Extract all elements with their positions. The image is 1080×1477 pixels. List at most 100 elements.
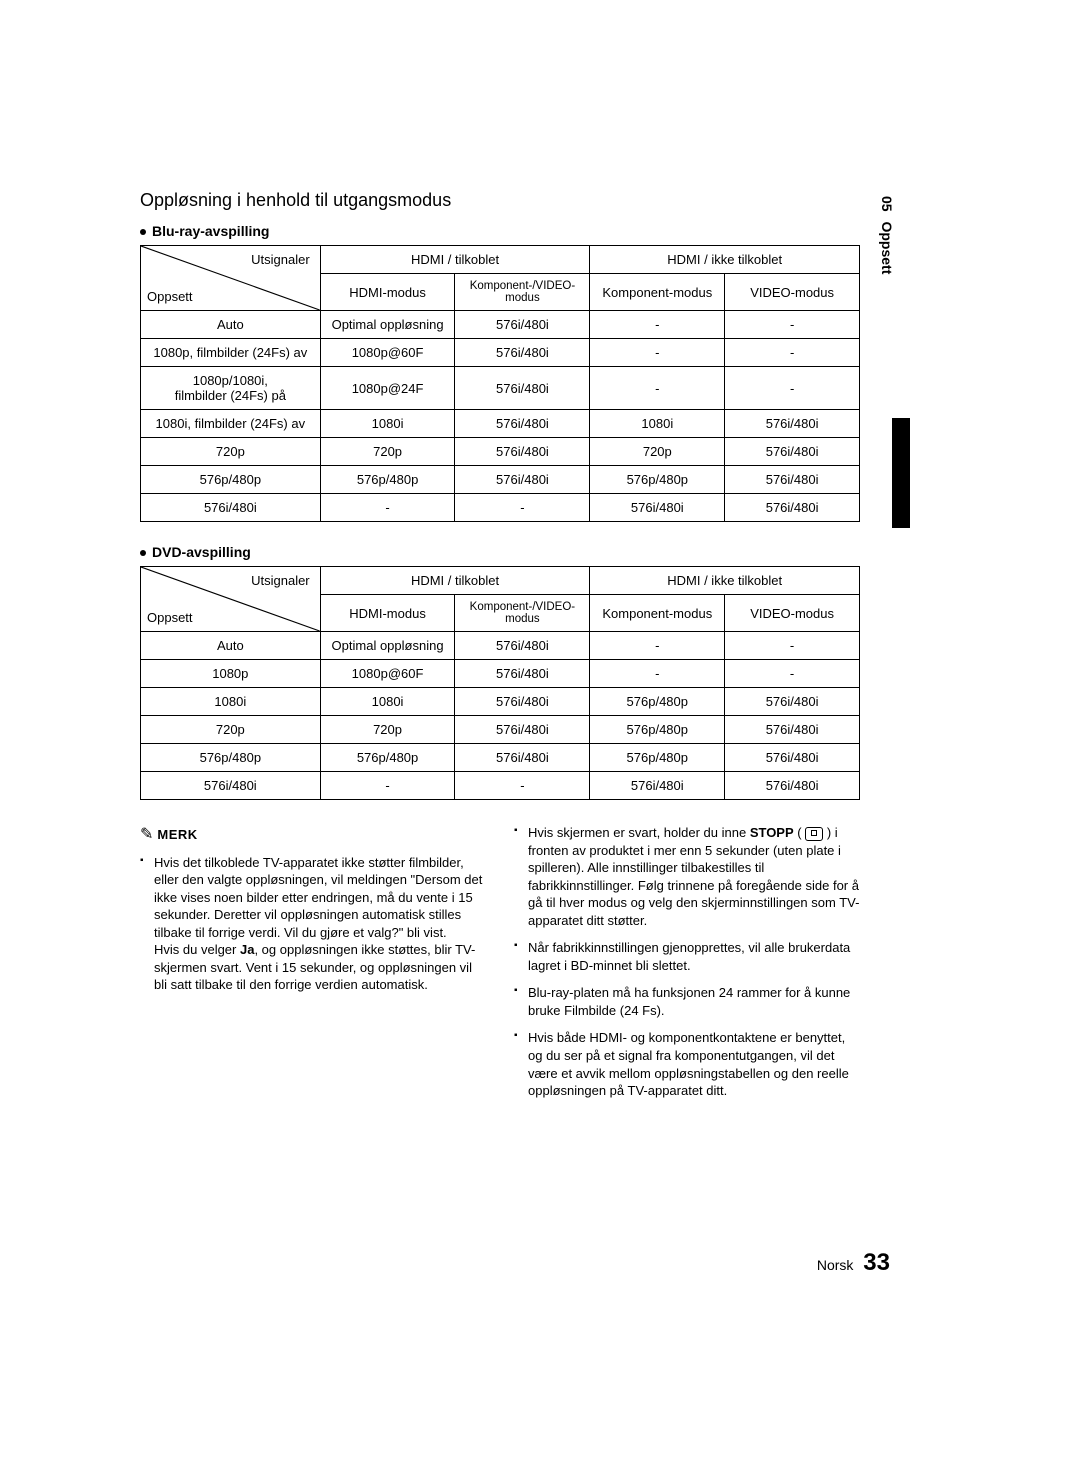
table-cell: - [320, 772, 455, 800]
header-komponent-modus: Komponent-modus [590, 274, 725, 311]
table-row: 720p720p576i/480i576p/480p576i/480i [141, 716, 860, 744]
bluray-table: Utsignaler Oppsett HDMI / tilkoblet HDMI… [140, 245, 860, 522]
note-text: Hvis både HDMI- og komponentkontaktene e… [528, 1030, 849, 1098]
table-row: 1080i1080i576i/480i576p/480p576i/480i [141, 688, 860, 716]
header-video-modus: VIDEO-modus [725, 595, 860, 632]
table-cell: - [590, 367, 725, 410]
table-row: AutoOptimal oppløsning576i/480i-- [141, 632, 860, 660]
table-cell: 576i/480i [725, 716, 860, 744]
header-group-connected: HDMI / tilkoblet [320, 246, 590, 274]
table-row: Utsignaler Oppsett HDMI / tilkoblet HDMI… [141, 246, 860, 274]
note-pencil-icon: ✎ [140, 824, 153, 846]
header-oppsett: Oppsett [147, 610, 193, 625]
table-row: 1080p1080p@60F576i/480i-- [141, 660, 860, 688]
bluray-title-text: Blu-ray-avspilling [152, 223, 269, 239]
table-cell: Auto [141, 632, 321, 660]
dvd-table: Utsignaler Oppsett HDMI / tilkoblet HDMI… [140, 566, 860, 800]
table-cell: 576i/480i [455, 660, 590, 688]
section-title: Oppløsning i henhold til utgangsmodus [140, 190, 860, 211]
chapter-number: 05 [879, 196, 895, 212]
note-head-text: MERK [157, 827, 197, 842]
table-cell: 1080p@60F [320, 339, 455, 367]
note-heading: ✎ MERK [140, 824, 486, 846]
footer-page-number: 33 [863, 1249, 890, 1276]
table-cell: 576i/480i [455, 339, 590, 367]
note-bold: STOPP [750, 825, 794, 840]
table-cell: 720p [141, 438, 321, 466]
table-row: Utsignaler Oppsett HDMI / tilkoblet HDMI… [141, 567, 860, 595]
note-text: Når fabrikkinnstillingen gjenopprettes, … [528, 940, 850, 973]
table-cell: 576p/480p [590, 716, 725, 744]
bluray-subtitle: Blu-ray-avspilling [140, 223, 860, 239]
dvd-subtitle: DVD-avspilling [140, 544, 860, 560]
header-group-not-connected: HDMI / ikke tilkoblet [590, 246, 860, 274]
table-cell: 1080p [141, 660, 321, 688]
table-cell: - [590, 632, 725, 660]
bullet-icon [140, 550, 146, 556]
table-row: AutoOptimal oppløsning576i/480i-- [141, 311, 860, 339]
table-cell: 576i/480i [725, 494, 860, 522]
table-cell: 576i/480i [725, 438, 860, 466]
note-item: Hvis det tilkoblede TV-apparatet ikke st… [140, 854, 486, 994]
table-cell: - [590, 311, 725, 339]
table-cell: 576i/480i [141, 494, 321, 522]
table-cell: - [725, 367, 860, 410]
header-oppsett: Oppsett [147, 289, 193, 304]
table-cell: 576i/480i [725, 466, 860, 494]
table-row: 576p/480p576p/480p576i/480i576p/480p576i… [141, 466, 860, 494]
table-cell: 576i/480i [455, 438, 590, 466]
header-kompvideo-modus: Komponent-/VIDEO-modus [455, 595, 590, 632]
table-cell: 576i/480i [141, 772, 321, 800]
table-cell: 1080i [320, 688, 455, 716]
table-cell: 576i/480i [455, 410, 590, 438]
table-cell: 1080p@24F [320, 367, 455, 410]
table-row: 576i/480i--576i/480i576i/480i [141, 772, 860, 800]
table-cell: - [455, 772, 590, 800]
table-cell: 1080p/1080i,filmbilder (24Fs) på [141, 367, 321, 410]
table-cell: - [725, 339, 860, 367]
table-cell: 720p [590, 438, 725, 466]
table-cell: 720p [141, 716, 321, 744]
table-cell: 576i/480i [725, 688, 860, 716]
table-cell: 1080p@60F [320, 660, 455, 688]
table-cell: - [725, 632, 860, 660]
table-cell: 576i/480i [455, 311, 590, 339]
table-cell: 576i/480i [455, 632, 590, 660]
header-video-modus: VIDEO-modus [725, 274, 860, 311]
note-text: Hvis du velger [154, 942, 240, 957]
table-cell: 576i/480i [725, 410, 860, 438]
table-cell: 576p/480p [320, 466, 455, 494]
note-item: Blu-ray-platen må ha funksjonen 24 ramme… [514, 984, 860, 1019]
table-cell: - [455, 494, 590, 522]
table-cell: 576i/480i [455, 716, 590, 744]
header-group-connected: HDMI / tilkoblet [320, 567, 590, 595]
table-cell: 576i/480i [590, 494, 725, 522]
note-text: Hvis skjermen er svart, holder du inne [528, 825, 750, 840]
table-cell: 1080i [141, 688, 321, 716]
table-cell: - [725, 660, 860, 688]
table-cell: 1080i [590, 410, 725, 438]
header-utsignaler: Utsignaler [251, 252, 310, 267]
table-cell: 576i/480i [455, 367, 590, 410]
bullet-icon [140, 229, 146, 235]
notes-left-column: ✎ MERK Hvis det tilkoblede TV-apparatet i… [140, 824, 486, 1110]
table-row: 1080p, filmbilder (24Fs) av1080p@60F576i… [141, 339, 860, 367]
notes-section: ✎ MERK Hvis det tilkoblede TV-apparatet i… [140, 824, 860, 1110]
table-row: 576i/480i--576i/480i576i/480i [141, 494, 860, 522]
diagonal-header-cell: Utsignaler Oppsett [141, 246, 321, 311]
stop-button-icon [805, 827, 823, 841]
header-utsignaler: Utsignaler [251, 573, 310, 588]
header-komponent-modus: Komponent-modus [590, 595, 725, 632]
table-cell: 576i/480i [455, 688, 590, 716]
table-cell: 576i/480i [455, 744, 590, 772]
diagonal-header-cell: Utsignaler Oppsett [141, 567, 321, 632]
header-kompvideo-modus: Komponent-/VIDEO-modus [455, 274, 590, 311]
page-footer: Norsk 33 [817, 1249, 890, 1277]
notes-right-column: Hvis skjermen er svart, holder du inne S… [514, 824, 860, 1110]
table-cell: 576p/480p [590, 466, 725, 494]
table-cell: - [320, 494, 455, 522]
table-cell: 576i/480i [455, 466, 590, 494]
note-bold: Ja [240, 942, 254, 957]
table-cell: 576p/480p [141, 466, 321, 494]
table-cell: 1080p, filmbilder (24Fs) av [141, 339, 321, 367]
